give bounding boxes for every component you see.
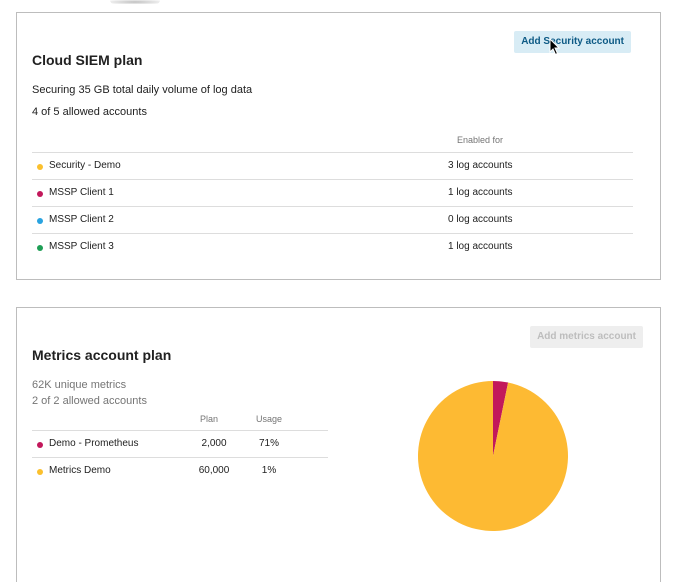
account-enabled-count: 1 log accounts — [448, 187, 513, 198]
table-row[interactable]: MSSP Client 2 0 log accounts — [32, 207, 633, 234]
metrics-plan-title: Metrics account plan — [32, 347, 172, 363]
metrics-accounts-table: Plan Usage Demo - Prometheus 2,000 71% M… — [32, 411, 328, 485]
siem-accounts-table: Enabled for Security - Demo 3 log accoun… — [32, 133, 633, 261]
siem-plan-title: Cloud SIEM plan — [32, 52, 143, 68]
table-header: Plan Usage — [32, 411, 328, 431]
account-color-dot — [37, 469, 43, 475]
enabled-for-header: Enabled for — [457, 135, 504, 145]
scroll-shadow — [110, 0, 160, 4]
account-name: Security - Demo — [49, 160, 121, 171]
table-row[interactable]: MSSP Client 1 1 log accounts — [32, 180, 633, 207]
account-color-dot — [37, 245, 43, 251]
plan-header: Plan — [200, 414, 219, 424]
metrics-usage-pie-chart — [418, 381, 568, 531]
mouse-cursor-icon — [549, 38, 561, 56]
siem-plan-card: Cloud SIEM plan Add Security account Sec… — [16, 12, 661, 280]
account-plan: 60,000 — [198, 465, 230, 476]
pie-slice-demo-prometheus — [493, 381, 509, 456]
siem-accounts-text: 4 of 5 allowed accounts — [32, 106, 147, 118]
table-row[interactable]: Metrics Demo 60,000 1% — [32, 458, 328, 485]
metrics-accounts-text: 2 of 2 allowed accounts — [32, 395, 147, 407]
account-name: MSSP Client 2 — [49, 214, 114, 225]
siem-volume-text: Securing 35 GB total daily volume of log… — [32, 84, 253, 96]
table-header: Enabled for — [32, 133, 633, 153]
metrics-unique-text: 62K unique metrics — [32, 379, 127, 391]
account-name: Demo - Prometheus — [49, 438, 139, 449]
account-color-dot — [37, 191, 43, 197]
metrics-plan-card: Metrics account plan Add metrics account… — [16, 307, 661, 582]
account-enabled-count: 1 log accounts — [448, 241, 513, 252]
account-name: MSSP Client 3 — [49, 241, 114, 252]
account-color-dot — [37, 218, 43, 224]
account-plan: 2,000 — [201, 438, 227, 449]
account-name: Metrics Demo — [49, 465, 111, 476]
account-color-dot — [37, 164, 43, 170]
table-row[interactable]: Security - Demo 3 log accounts — [32, 153, 633, 180]
account-enabled-count: 0 log accounts — [448, 214, 513, 225]
account-name: MSSP Client 1 — [49, 187, 114, 198]
account-enabled-count: 3 log accounts — [448, 160, 513, 171]
pie-slice-metrics-demo — [418, 381, 568, 531]
add-security-account-button[interactable]: Add Security account — [514, 31, 631, 53]
account-color-dot — [37, 442, 43, 448]
account-usage: 71% — [258, 438, 279, 449]
account-usage: 1% — [261, 465, 277, 476]
add-metrics-account-button[interactable]: Add metrics account — [530, 326, 643, 348]
table-row[interactable]: MSSP Client 3 1 log accounts — [32, 234, 633, 261]
usage-header: Usage — [256, 414, 283, 424]
table-row[interactable]: Demo - Prometheus 2,000 71% — [32, 431, 328, 458]
